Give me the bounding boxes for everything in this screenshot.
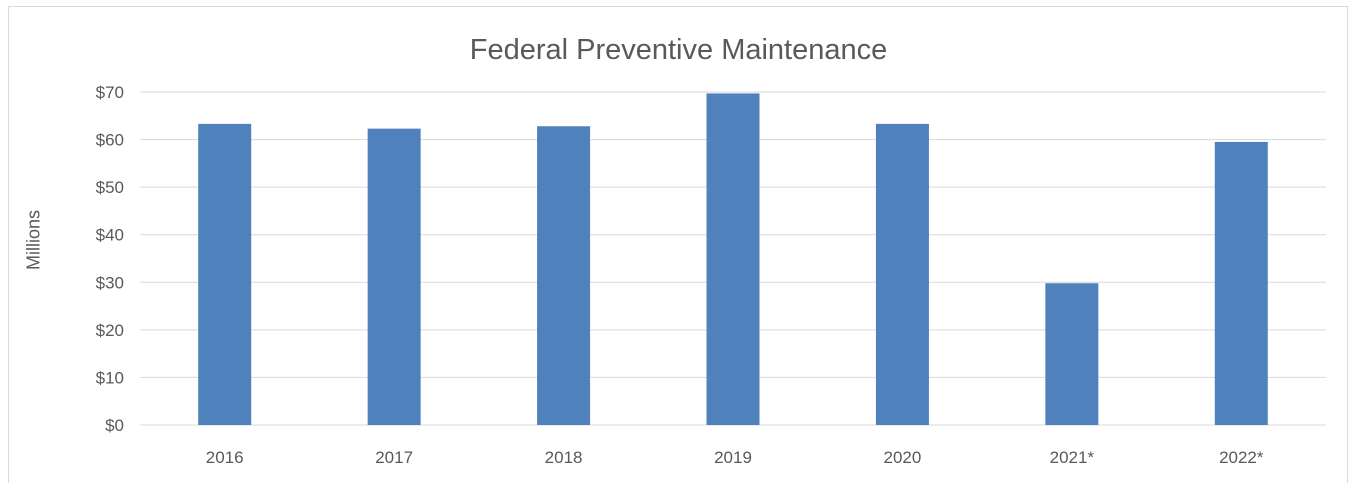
x-tick-label: 2020 (884, 448, 922, 467)
y-tick-label: $0 (105, 416, 124, 435)
y-tick-label: $30 (96, 273, 124, 292)
y-tick-label: $60 (96, 131, 124, 150)
x-tick-label: 2017 (375, 448, 413, 467)
y-tick-label: $10 (96, 368, 124, 387)
y-tick-labels: $0 $10 $20 $30 $40 $50 $60 $70 (96, 83, 124, 435)
chart-title: Federal Preventive Maintenance (469, 34, 888, 66)
y-tick-label: $20 (96, 321, 124, 340)
bar-2022 (1214, 141, 1268, 425)
chart-frame (8, 6, 1348, 483)
y-tick-label: $40 (96, 226, 124, 245)
x-tick-label: 2022* (1219, 448, 1264, 467)
x-tick-label: 2019 (714, 448, 752, 467)
bars (198, 93, 1268, 426)
bar-2019 (706, 93, 760, 426)
x-tick-label: 2018 (545, 448, 583, 467)
x-tick-labels: 2016 2017 2018 2019 2020 2021* 2022* (206, 448, 1264, 467)
bar-2017 (367, 128, 421, 425)
x-tick-label: 2016 (206, 448, 244, 467)
x-tick-label: 2021* (1050, 448, 1095, 467)
bar-2016 (198, 123, 252, 425)
bar-2020 (875, 123, 929, 425)
bar-2018 (537, 126, 591, 425)
y-tick-label: $70 (96, 83, 124, 102)
y-tick-label: $50 (96, 178, 124, 197)
bar-2021 (1045, 283, 1099, 425)
